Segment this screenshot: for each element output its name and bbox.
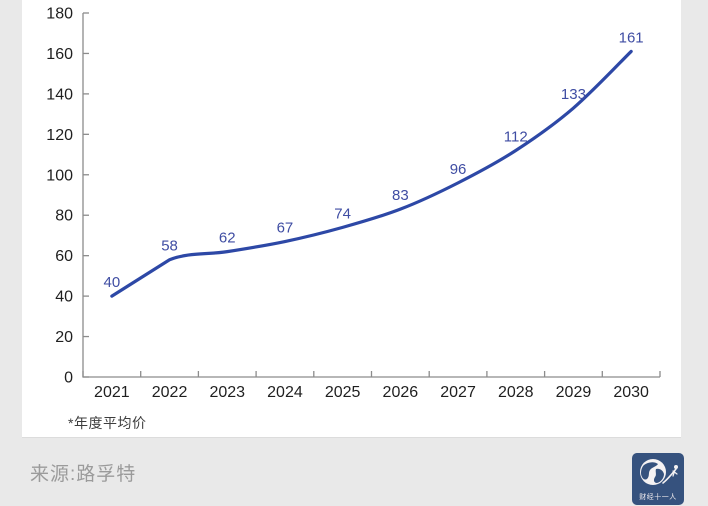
y-axis-tick-label: 140 bbox=[46, 86, 73, 103]
x-axis-tick-label: 2030 bbox=[613, 384, 649, 401]
x-axis-tick-label: 2024 bbox=[267, 384, 303, 401]
axis-line bbox=[82, 13, 660, 378]
y-axis-tick-label: 120 bbox=[46, 127, 73, 144]
x-axis-tick-label: 2029 bbox=[556, 384, 592, 401]
chart-footnote: *年度平均价 bbox=[68, 415, 147, 431]
data-point-label: 133 bbox=[561, 86, 586, 103]
y-axis-tick-label: 40 bbox=[55, 289, 73, 306]
data-point-label: 112 bbox=[504, 129, 528, 146]
y-axis-tick-label: 160 bbox=[46, 46, 73, 63]
y-axis-tick-label: 100 bbox=[46, 167, 73, 184]
x-axis-tick-label: 2025 bbox=[325, 384, 361, 401]
x-axis-tick-label: 2021 bbox=[94, 384, 130, 401]
publisher-logo: 财经十一人 bbox=[632, 453, 684, 505]
data-point-label: 74 bbox=[334, 205, 351, 222]
x-axis-tick-label: 2022 bbox=[152, 384, 188, 401]
globe-skier-icon bbox=[640, 459, 678, 485]
x-axis-tick-label: 2023 bbox=[209, 384, 245, 401]
x-axis-tick-label: 2026 bbox=[383, 384, 419, 401]
data-point-label: 83 bbox=[392, 187, 409, 204]
y-axis-tick-label: 20 bbox=[55, 329, 73, 346]
chart-card bbox=[22, 0, 681, 438]
source-band: 来源:路孚特 bbox=[0, 438, 708, 506]
x-axis-tick-label: 2027 bbox=[440, 384, 476, 401]
data-point-label: 67 bbox=[277, 220, 294, 237]
data-point-label: 96 bbox=[450, 161, 467, 178]
y-axis-tick-label: 60 bbox=[55, 248, 73, 265]
annual-average-price-line-chart: 0 20 40 60 80 100 120 140 160 180 2021 2022 2023 2024… bbox=[46, 6, 661, 401]
x-axis-tick-label: 2028 bbox=[498, 384, 534, 401]
y-axis-tick-label: 0 bbox=[64, 370, 73, 387]
data-point-label: 161 bbox=[619, 29, 644, 46]
publisher-logo-text: 财经十一人 bbox=[639, 494, 677, 501]
y-axis-tick-label: 180 bbox=[46, 6, 73, 23]
data-point-label: 40 bbox=[104, 274, 121, 291]
y-axis-tick-label: 80 bbox=[55, 208, 73, 225]
trend-line bbox=[110, 49, 633, 298]
source-text: 来源:路孚特 bbox=[30, 463, 137, 485]
data-point-label: 58 bbox=[161, 238, 178, 255]
data-point-label: 62 bbox=[219, 230, 236, 247]
